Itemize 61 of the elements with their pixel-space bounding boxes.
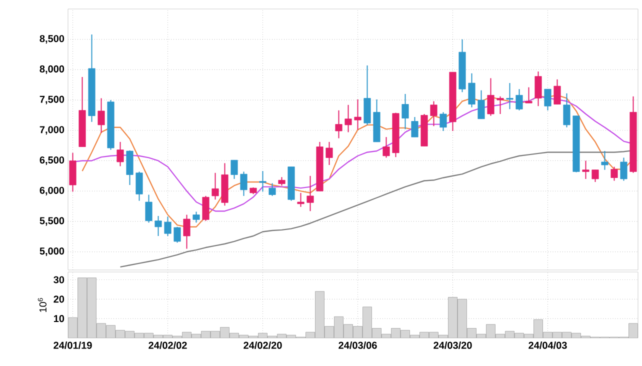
candlestick — [326, 141, 333, 166]
candlestick — [268, 182, 276, 196]
y-tick-label: 20 — [54, 296, 64, 303]
y-tick-label: 8,500 — [40, 35, 64, 44]
candlestick — [259, 170, 266, 192]
candlestick — [145, 194, 152, 224]
candlestick — [183, 214, 190, 250]
candlestick — [506, 82, 514, 110]
candlestick — [563, 92, 570, 128]
candlestick — [468, 72, 476, 108]
candlestick — [98, 98, 105, 134]
candlestick — [525, 86, 532, 104]
x-tick-label: 24/04/03 — [528, 342, 567, 349]
candlestick — [592, 169, 599, 182]
candlestick — [554, 78, 561, 105]
candlestick — [344, 104, 352, 133]
candlestick — [516, 88, 523, 111]
candlestick — [126, 150, 134, 186]
candlestick — [534, 71, 542, 107]
candlestick — [116, 141, 124, 167]
candlestick — [478, 90, 485, 120]
y-tick-label: 30 — [54, 276, 64, 284]
x-tick-label: 24/03/20 — [434, 342, 472, 349]
y-tick-label: 7,500 — [40, 96, 64, 104]
y-tick-label: 5,000 — [40, 248, 64, 256]
candlestick — [610, 166, 618, 182]
candlestick — [402, 93, 409, 130]
x-tick-label: 24/01/19 — [54, 342, 92, 349]
candlestick — [382, 136, 390, 158]
candlestick — [601, 150, 608, 170]
x-tick-label: 24/03/06 — [338, 342, 377, 349]
candlestick — [335, 110, 342, 139]
candlestick — [487, 78, 494, 116]
y-tick-label: 7,000 — [40, 126, 64, 135]
y-tick-label: 10 — [54, 315, 64, 322]
candlestick — [164, 216, 172, 236]
candlestick — [136, 171, 143, 202]
y-tick-label: 6,000 — [40, 186, 64, 196]
y-axis-title: 10$^{6}$ — [38, 298, 46, 312]
y-tick-label: 6,500 — [40, 156, 64, 165]
candlestick — [202, 195, 210, 222]
candlestick — [440, 112, 447, 132]
candlestick — [306, 175, 314, 212]
candlestick — [230, 160, 238, 180]
candlestick — [582, 160, 590, 180]
candlestick — [544, 88, 552, 111]
candlestick — [192, 211, 200, 224]
y-tick-label: 8,000 — [40, 65, 64, 74]
x-tick-label: 24/02/20 — [244, 342, 282, 349]
candlestick — [297, 192, 304, 208]
x-tick-label: 24/02/02 — [148, 342, 187, 349]
candlestick — [620, 157, 628, 182]
candlestick — [430, 100, 438, 127]
candlestick — [240, 171, 248, 196]
candlestick — [212, 172, 219, 200]
candlestick — [354, 98, 362, 130]
candlestick — [496, 96, 504, 114]
candlestick — [154, 215, 162, 236]
candlestick — [411, 116, 418, 138]
candlestick — [174, 226, 181, 244]
y-tick-label: 5,500 — [40, 217, 64, 226]
